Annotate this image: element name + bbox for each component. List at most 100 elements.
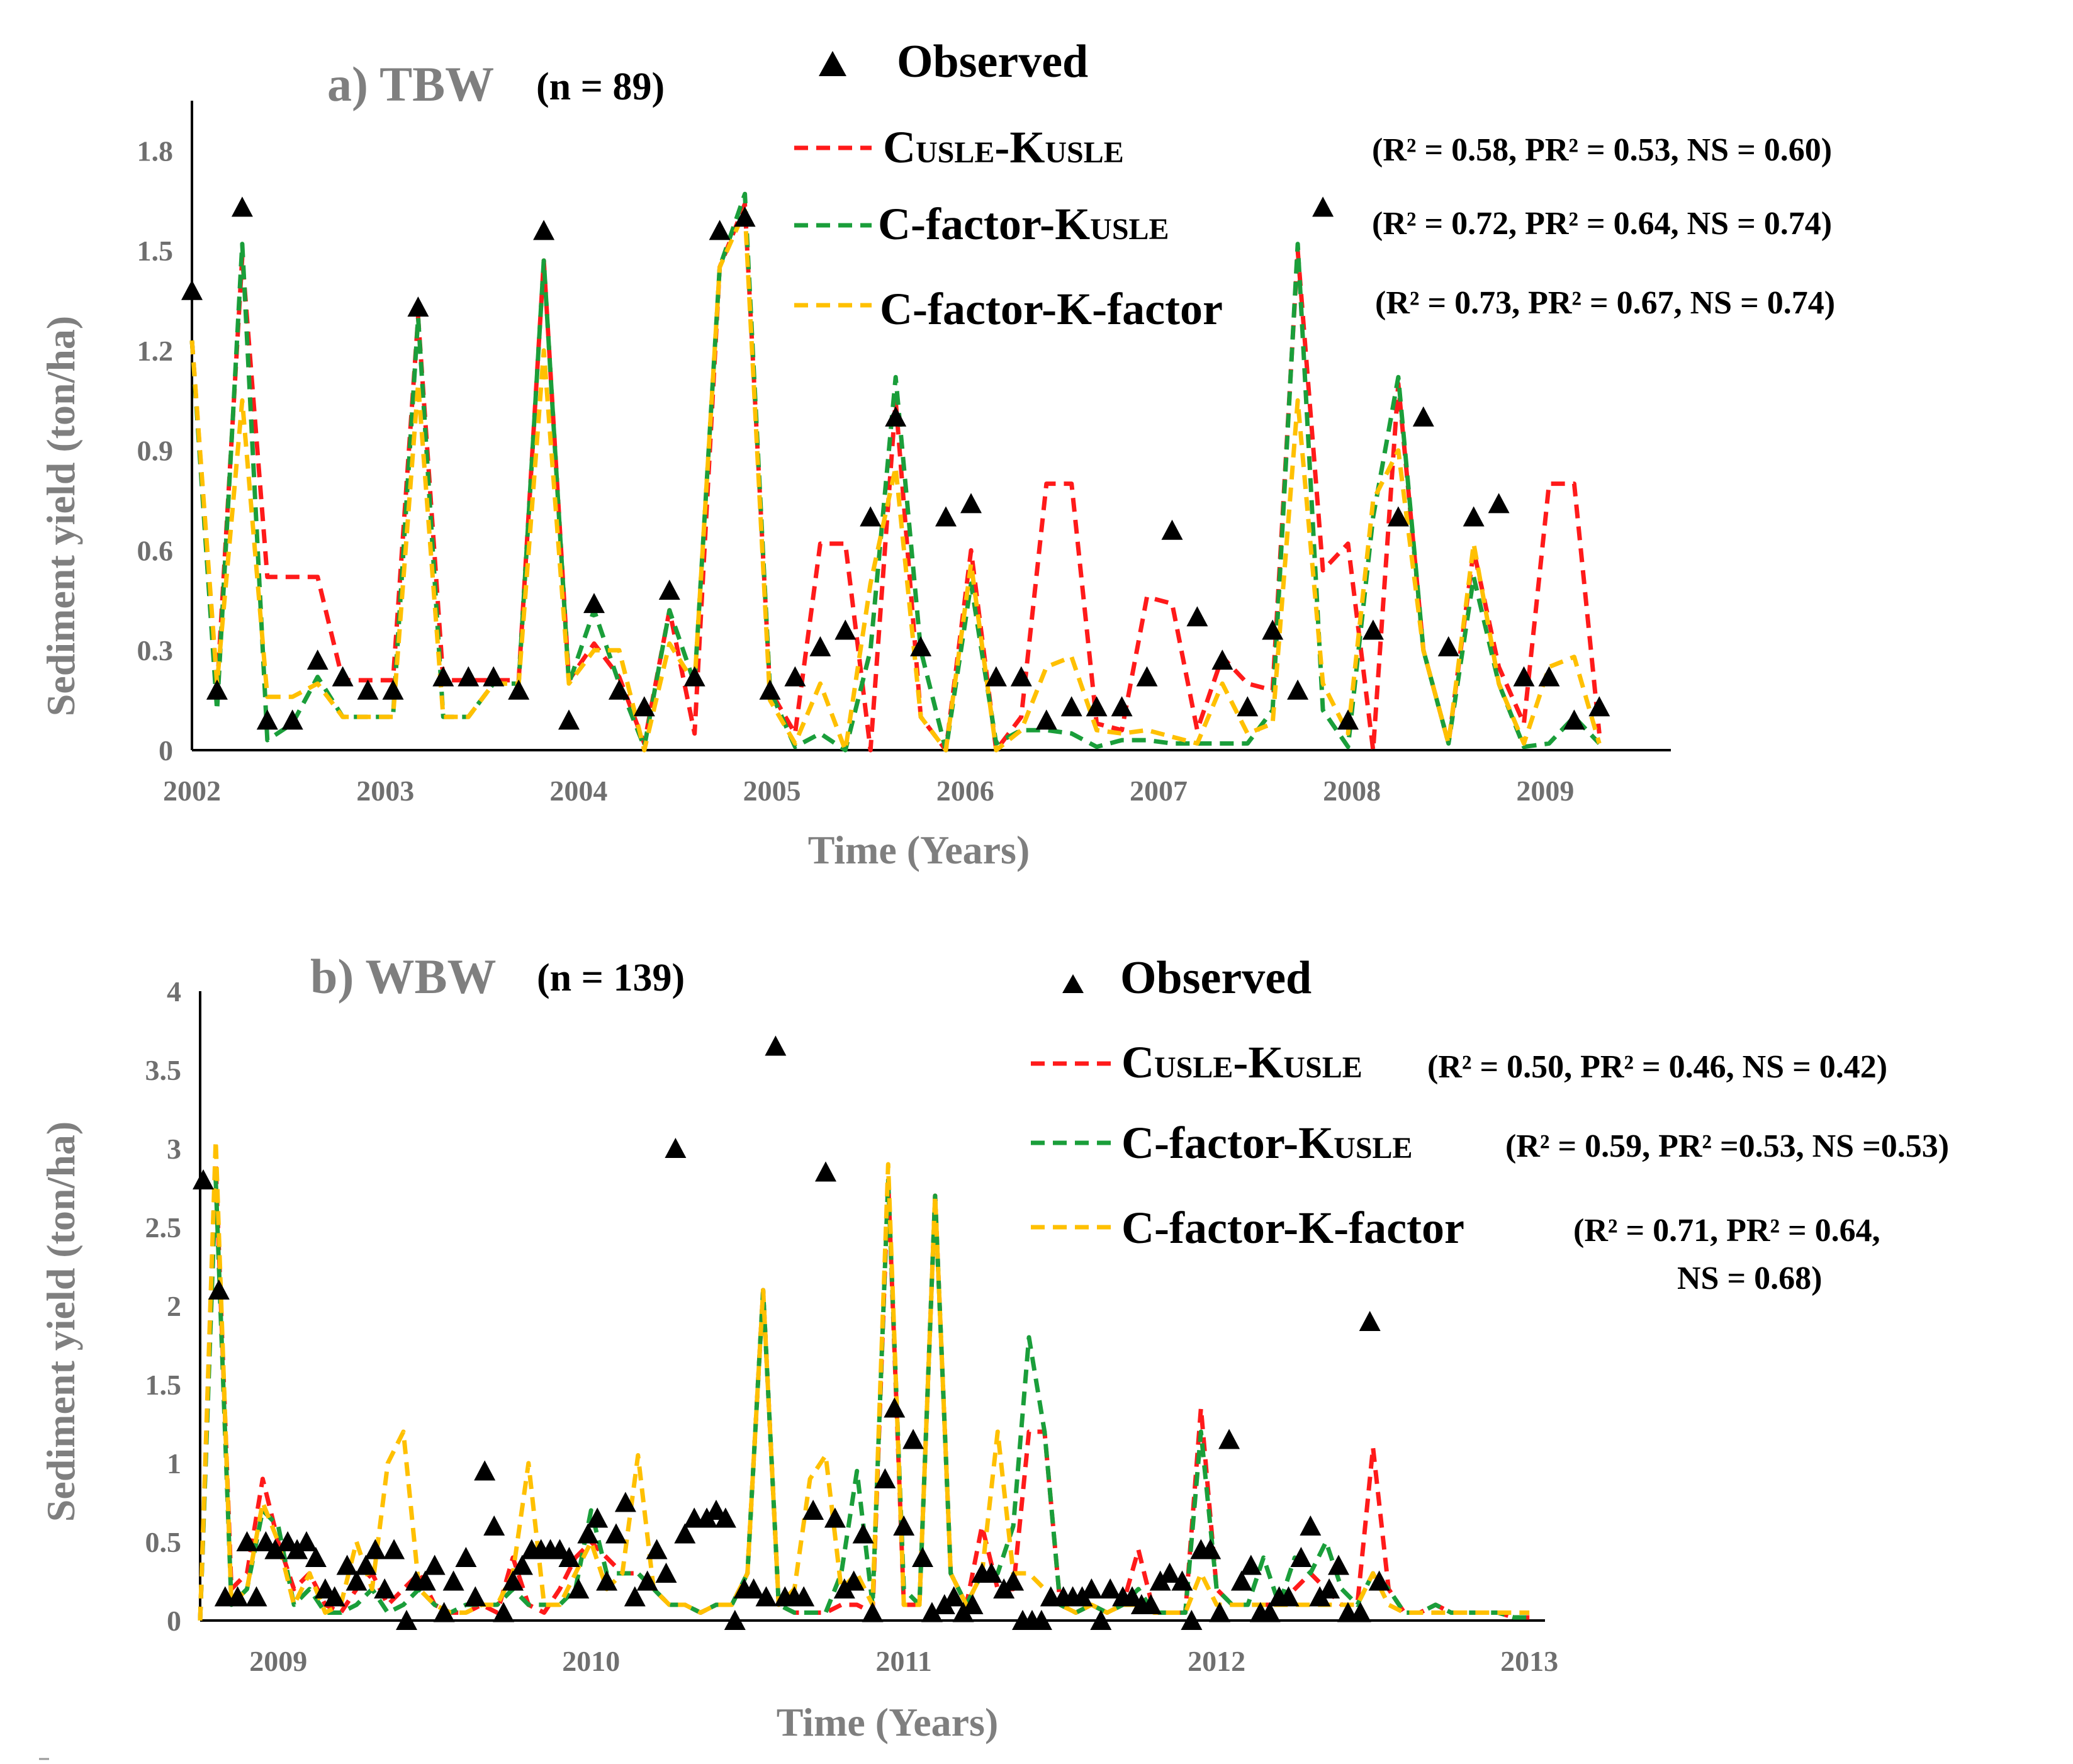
panel-b-observed-point (336, 1554, 358, 1575)
panel-a-observed-point (1538, 666, 1560, 687)
legend-a-observed-marker (819, 51, 846, 76)
panel-b-observed-point (665, 1138, 687, 1158)
panel-a-ytick-label: 1.5 (137, 235, 174, 267)
panel-b-observed-point (1099, 1578, 1121, 1598)
panel-a-observed-point (1035, 709, 1057, 730)
panel-a-observed-point (960, 493, 982, 514)
panel-a-ytick-label: 0 (159, 734, 173, 767)
panel-b-observed-point (383, 1539, 405, 1559)
panel-a-observed-point (1437, 636, 1459, 656)
panel-a-observed-point (1211, 649, 1233, 670)
panel-a-n: (n = 89) (536, 65, 665, 108)
panel-b-observed-point (323, 1586, 346, 1607)
panel-b-observed-point (549, 1539, 571, 1559)
panel-a-ytick-label: 0.6 (137, 534, 174, 566)
panel-b-ytick-label: 1.5 (145, 1369, 182, 1401)
panel-a-x-ticks: 2002 2003 2004 2005 2006 2007 2008 2009 (163, 775, 1574, 807)
panel-a-observed-point (1337, 709, 1359, 730)
panel-b-observed-point (455, 1547, 477, 1567)
legend-a-observed-label: Observed (897, 36, 1088, 87)
panel-b-observed-point (1121, 1586, 1143, 1607)
panel-a-observed-point (683, 666, 705, 687)
panel-b-observed-point (1328, 1554, 1349, 1575)
panel-b-xtick-label: 2013 (1500, 1645, 1558, 1677)
panel-b-observed-point (208, 1279, 230, 1300)
panel-b-observed-point (793, 1586, 815, 1607)
panel-a-observed-point (734, 206, 756, 227)
legend-a-label-cusle: CUSLE-KUSLE (883, 122, 1124, 172)
panel-b-ytick-label: 3 (167, 1133, 181, 1165)
panel-a-observed-point (658, 580, 680, 600)
panel-b-observed-point (442, 1570, 464, 1591)
panel-b-observed-point (893, 1515, 915, 1536)
panel-a-xtick-label: 2009 (1516, 775, 1574, 807)
panel-a-observed-point (1387, 506, 1409, 527)
panel-b-ytick-label: 2.5 (145, 1211, 182, 1244)
panel-b-observed-point (802, 1500, 824, 1520)
panel-b-observed-point (1230, 1570, 1252, 1591)
panel-b-legend: Observed CUSLE-KUSLE (R² = 0.50, PR² = 0… (1031, 952, 1949, 1296)
panel-b-n: (n = 139) (537, 957, 685, 999)
panel-b-observed-point (558, 1547, 580, 1567)
panel-b-observed-point (980, 1563, 1003, 1583)
panel-b-observed-point (364, 1539, 386, 1559)
panel-b-observed-point (227, 1586, 249, 1607)
panel-a-observed-point (332, 666, 354, 687)
panel-b-observed-point (587, 1507, 609, 1528)
panel-b-observed-point (765, 1035, 787, 1056)
panel-a-xlabel: Time (Years) (808, 828, 1030, 872)
panel-b-observed-point (724, 1610, 746, 1630)
panel-b-observed-point (614, 1492, 636, 1512)
panel-b-observed-point (424, 1554, 446, 1575)
panel-a-observed-point (558, 709, 580, 730)
panel-a-observed-point (1312, 196, 1334, 217)
panel-b-observed-point (605, 1523, 627, 1544)
panel-b-observed-point (193, 1169, 214, 1189)
legend-b-stat-cfactor-kusle: (R² = 0.59, PR² =0.53, NS =0.53) (1505, 1128, 1949, 1164)
legend-a-stat-cfactor-kusle: (R² = 0.72, PR² = 0.64, NS = 0.74) (1372, 206, 1832, 242)
panel-b-observed-point (912, 1547, 933, 1567)
panel-a-observed-point (1463, 506, 1485, 527)
panel-a-observed-point (281, 709, 303, 730)
panel-b-observed-point (755, 1586, 777, 1607)
panel-a-xtick-label: 2003 (356, 775, 414, 807)
panel-b-observed-point (1318, 1578, 1340, 1598)
panel-b-observed-point (862, 1602, 884, 1622)
panel-a-ytick-label: 0.9 (137, 435, 174, 467)
legend-a-stat-cfactor-kfactor: (R² = 0.73, PR² = 0.67, NS = 0.74) (1375, 285, 1835, 321)
panel-a-observed-point (759, 679, 781, 700)
legend-b-label-cfactor-kusle: C-factor-KUSLE (1121, 1118, 1413, 1168)
panel-b-ytick-label: 3.5 (145, 1054, 182, 1086)
panel-b-ytick-label: 4 (167, 975, 181, 1008)
panel-b-observed-point (962, 1594, 984, 1614)
panel-a-y-ticks: 0 0.3 0.6 0.9 1.2 1.5 1.8 (137, 135, 174, 767)
panel-a-observed-point (206, 679, 228, 700)
panel-a-observed-point (181, 279, 203, 300)
panel-b-observed-point (511, 1554, 533, 1575)
panel-b-observed-point (577, 1523, 599, 1544)
panel-a-observed-point (1060, 696, 1082, 717)
panel-b-observed-point (1199, 1539, 1222, 1559)
panel-b-observed-point (277, 1531, 299, 1551)
panel-b-observed-point (314, 1578, 336, 1598)
legend-b-stat-cfactor-kfactor-1: (R² = 0.71, PR² = 0.64, (1573, 1213, 1880, 1249)
panel-a-observed-point (1136, 666, 1158, 687)
panel-a-observed-point (382, 679, 404, 700)
panel-b-observed-point (483, 1515, 505, 1536)
panel-a-observed-point (432, 666, 454, 687)
panel-a-observed-point (1513, 666, 1535, 687)
panel-b-observed-point (884, 1397, 906, 1418)
legend-b-label-cusle: CUSLE-KUSLE (1121, 1037, 1362, 1087)
panel-b-observed-point (474, 1460, 496, 1481)
panel-b-observed-point (396, 1610, 417, 1630)
panel-b-ytick-label: 2 (167, 1290, 181, 1322)
panel-a-observed-point (458, 666, 480, 687)
panel-b-observed-point (815, 1161, 836, 1182)
panel-a-observed-point (1010, 666, 1032, 687)
panel-a-observed-point (608, 679, 630, 700)
panel-b-xtick-label: 2010 (562, 1645, 620, 1677)
panel-a-observed-point (583, 593, 605, 614)
panel-b-observed-point (596, 1570, 618, 1591)
panel-b-observed-point (493, 1602, 515, 1622)
panel-b-y-ticks: 0 0.5 1 1.5 2 2.5 3 3.5 4 (145, 975, 182, 1637)
